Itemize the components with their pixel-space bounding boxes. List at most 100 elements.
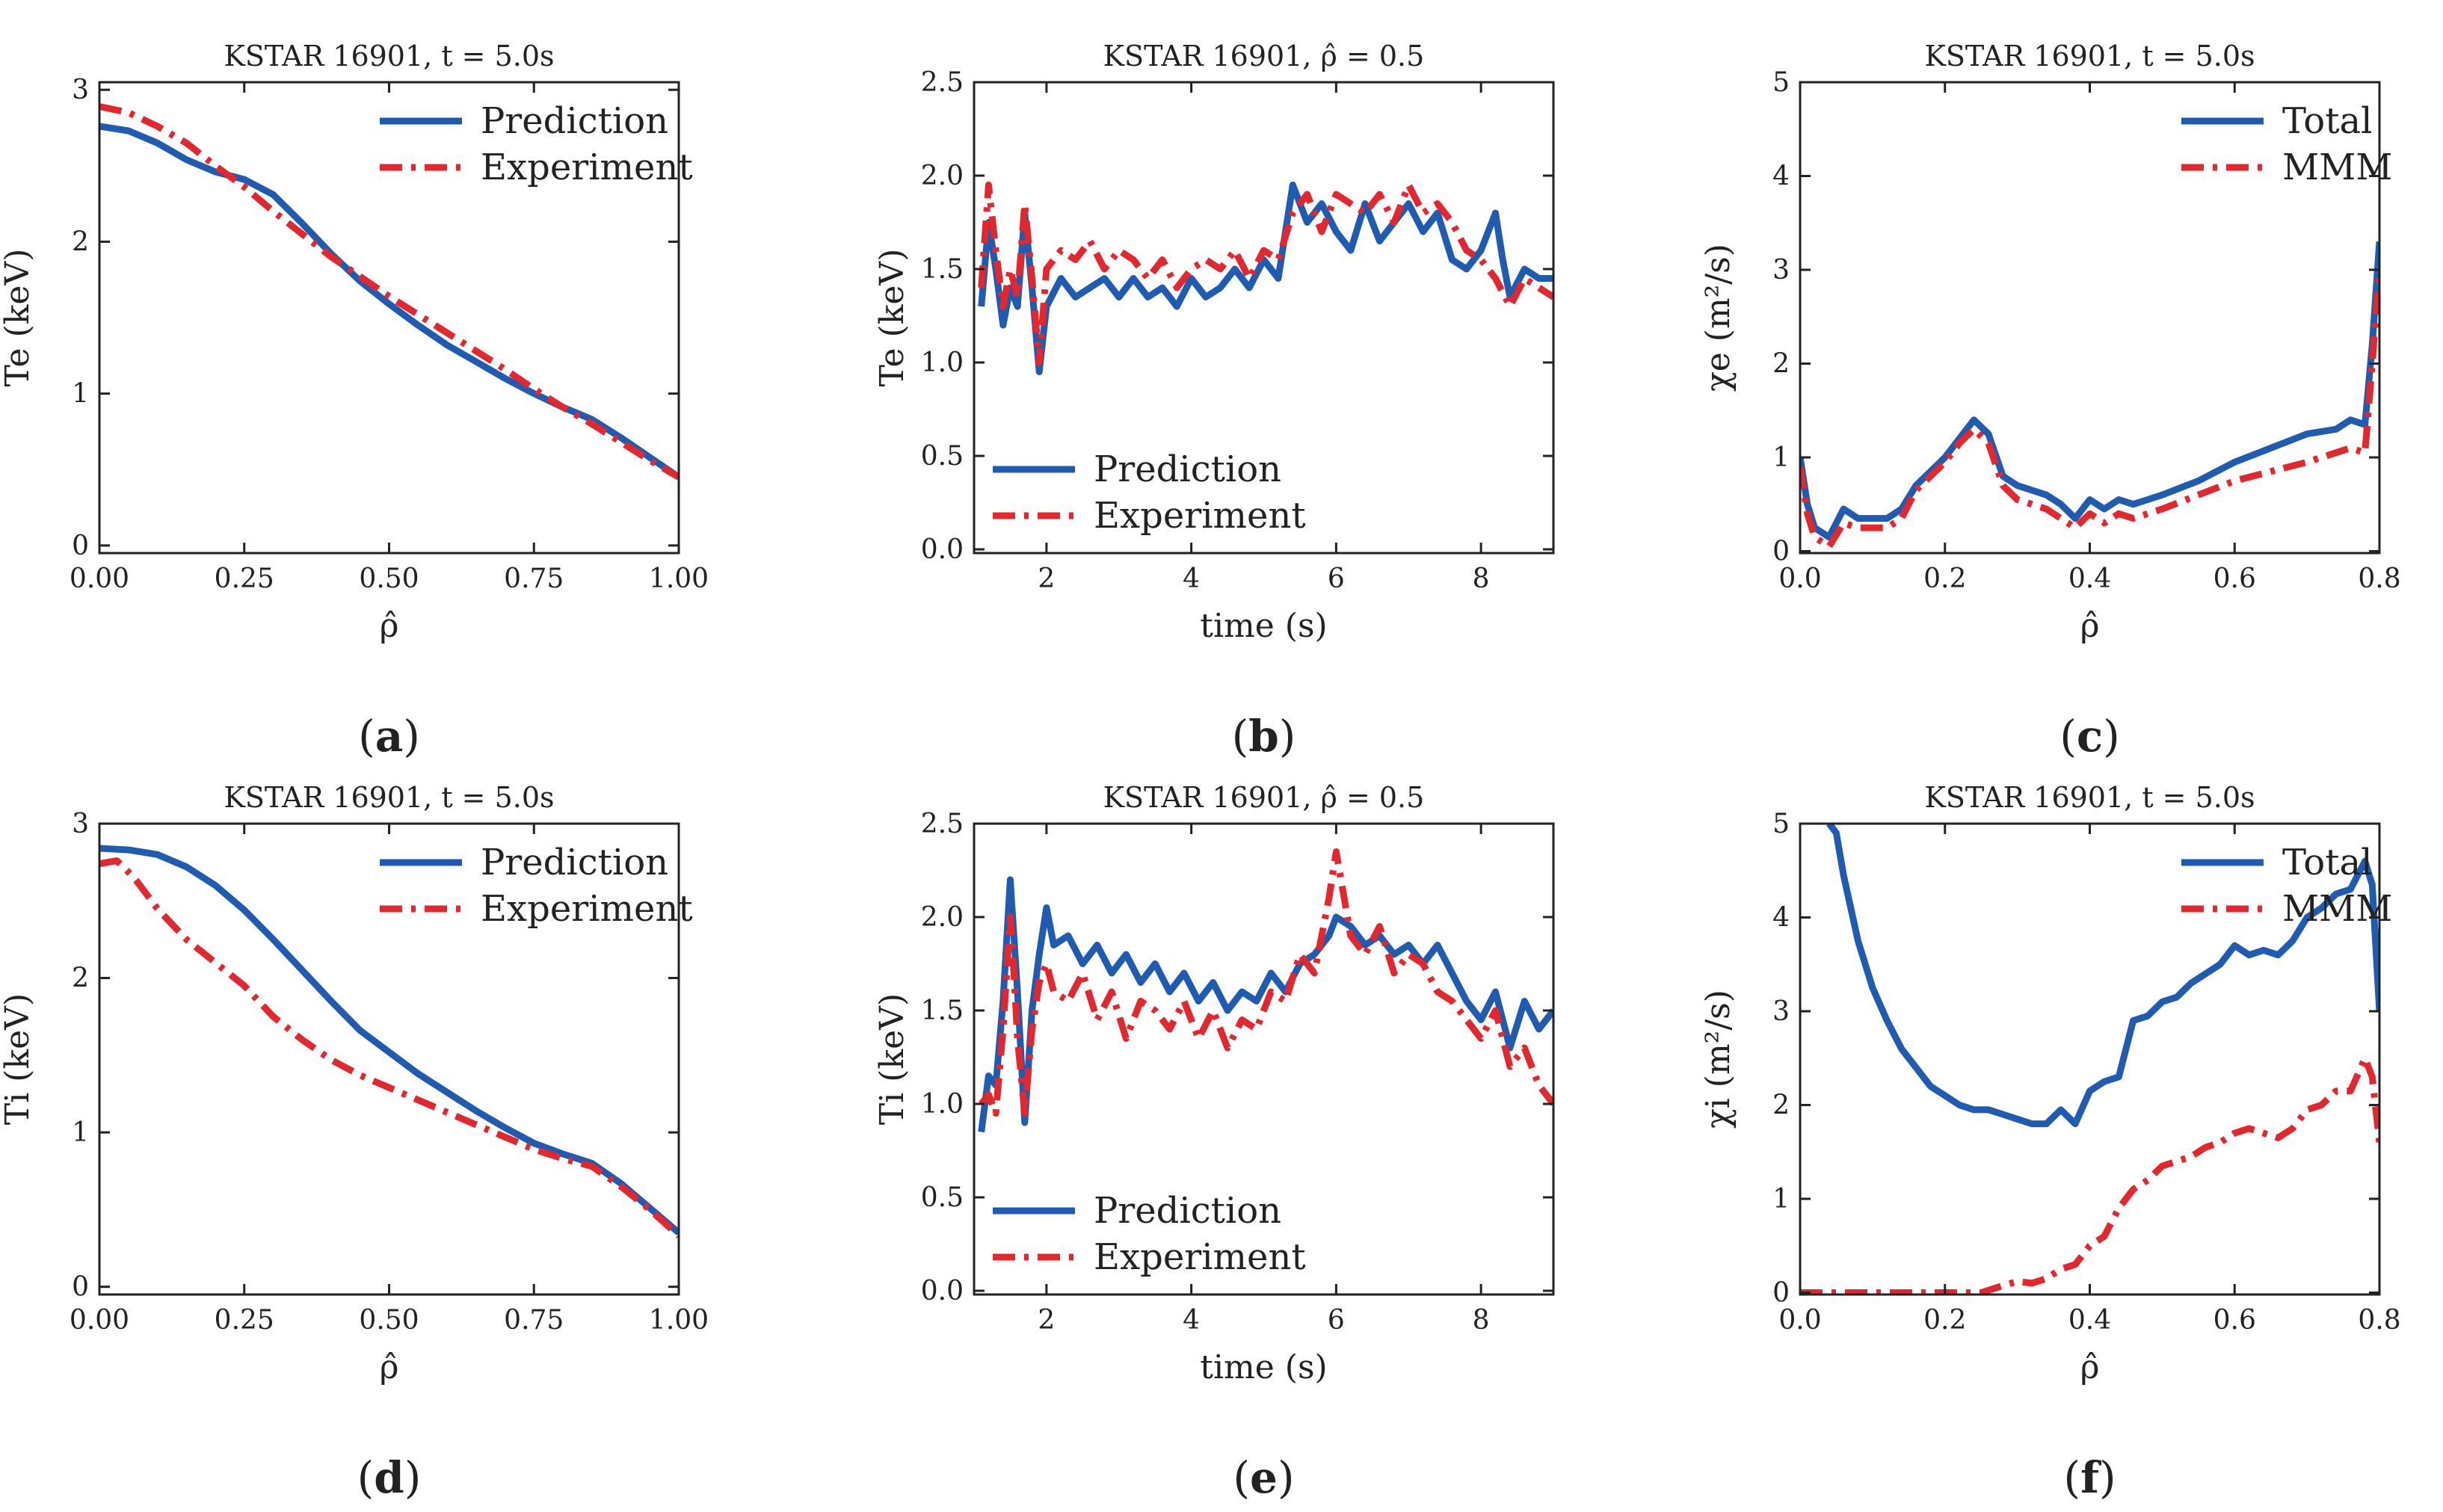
x-tick-label: 0.8: [2358, 1305, 2400, 1336]
y-axis-label: χi (m²/s): [1699, 990, 1737, 1129]
legend-label-experiment: Experiment: [1094, 1236, 1306, 1278]
x-axis-label: ρ̂: [2080, 607, 2100, 645]
legend-label-total: Total: [2282, 842, 2372, 883]
y-tick-label: 0: [72, 531, 89, 561]
y-tick-label: 2: [1772, 348, 1790, 379]
y-tick-label: 1.0: [921, 1089, 964, 1120]
series-line-prediction: [978, 876, 1553, 1133]
x-tick-label: 0.4: [2068, 1305, 2111, 1336]
chart-title: KSTAR 16901, t = 5.0s: [1924, 781, 2255, 814]
x-tick-label: 0.0: [1778, 564, 1821, 594]
y-tick-label: 3: [1772, 255, 1790, 286]
x-tick-label: 2: [1038, 1305, 1055, 1336]
caption-paren-open: (: [1233, 1452, 1250, 1503]
x-tick-label: 0.75: [504, 1305, 564, 1336]
x-tick-label: 0.2: [1923, 1305, 1966, 1336]
y-tick-label: 3: [72, 75, 89, 105]
x-axis-label: ρ̂: [2080, 1348, 2100, 1386]
chart-legend: Total MMM: [2181, 842, 2392, 930]
legend-label-mmm: MMM: [2282, 888, 2392, 930]
panel-caption: (e): [1233, 1452, 1294, 1503]
caption-letter: d: [374, 1452, 404, 1503]
y-tick-label: 0.5: [921, 441, 964, 472]
series-line-experiment: [979, 848, 1553, 1117]
y-tick-label: 1.5: [921, 996, 964, 1026]
caption-paren-close: ): [403, 711, 420, 762]
y-tick-label: 2.5: [921, 809, 964, 839]
y-axis-label: Ti (keV): [873, 993, 911, 1125]
x-axis-label: time (s): [1200, 1348, 1327, 1386]
series-line-experiment: [99, 103, 679, 481]
panel-caption: (b): [1232, 711, 1296, 762]
series-line-experiment: [99, 857, 679, 1238]
caption-letter: f: [2080, 1452, 2102, 1503]
caption-paren-close: ): [404, 1452, 422, 1503]
chart-panel-a: 0.00 0.25 0.50 0.75 1.00 0 1 2 3 KSTAR 16901, t =…: [0, 40, 709, 762]
legend-label-prediction: Prediction: [1094, 448, 1281, 490]
plot-frame: [973, 81, 1555, 555]
y-tick-label: 1.0: [921, 348, 964, 378]
caption-letter: e: [1250, 1452, 1278, 1503]
x-tick-label: 0.00: [70, 1305, 129, 1336]
y-tick-label: 2: [72, 963, 89, 994]
chart-title: KSTAR 16901, ρ̂ = 0.5: [1103, 40, 1425, 72]
caption-paren-close: ): [2103, 711, 2120, 762]
x-tick-label: 2: [1038, 564, 1055, 594]
chart-title: KSTAR 16901, t = 5.0s: [1924, 40, 2255, 72]
x-tick-label: 0.6: [2214, 564, 2256, 594]
x-tick-label: 4: [1183, 1305, 1200, 1336]
series-line-prediction: [978, 182, 1553, 375]
y-tick-label: 2.5: [921, 67, 964, 98]
y-tick-label: 0: [1772, 1277, 1790, 1308]
series-line-total: [1800, 241, 2379, 541]
panel-caption: (c): [2060, 711, 2120, 762]
series-line-mmm: [1800, 1055, 2379, 1295]
chart-panel-b: 2 4 6 8 0.0 0.5 1.0 1.5 2.0 2.5 KSTAR 16901, ρ̂ = …: [873, 40, 1555, 762]
caption-letter: b: [1248, 711, 1279, 762]
caption-paren-close: ): [1279, 711, 1296, 762]
legend-label-experiment: Experiment: [481, 888, 693, 930]
y-tick-label: 2: [72, 226, 89, 257]
x-tick-label: 1.00: [649, 564, 709, 594]
caption-paren-open: (: [358, 711, 375, 762]
chart-panel-c: 0.0 0.2 0.4 0.6 0.8 0 1 2 3 4 5 KSTAR 16901, t = 5.…: [1699, 40, 2401, 762]
x-tick-label: 4: [1183, 564, 1200, 594]
caption-paren-close: ): [1278, 1452, 1295, 1503]
y-tick-label: 2: [1772, 1090, 1790, 1120]
y-tick-label: 3: [72, 809, 89, 839]
caption-paren-close: ): [2099, 1452, 2116, 1503]
chart-title: KSTAR 16901, t = 5.0s: [224, 781, 554, 814]
y-axis-label: Ti (keV): [0, 993, 37, 1125]
chart-panel-e: 2 4 6 8 0.0 0.5 1.0 1.5 2.0 2.5 KSTAR 16901, ρ̂ = …: [873, 781, 1555, 1503]
y-tick-label: 2.0: [921, 902, 964, 933]
chart-title: KSTAR 16901, t = 5.0s: [224, 40, 554, 72]
x-tick-label: 0.00: [70, 564, 129, 594]
y-tick-label: 1: [1772, 1184, 1790, 1215]
caption-letter: a: [375, 711, 404, 762]
series-line-prediction: [99, 123, 679, 481]
y-tick-label: 0.5: [921, 1182, 964, 1213]
chart-panel-d: 0.00 0.25 0.50 0.75 1.00 0 1 2 3 KSTAR 16901, t =…: [0, 781, 709, 1503]
series-line-mmm: [1800, 269, 2379, 550]
y-tick-label: 2.0: [921, 161, 964, 191]
y-tick-label: 4: [1772, 902, 1790, 933]
x-tick-label: 0.8: [2358, 564, 2400, 594]
panel-caption: (d): [357, 1452, 422, 1503]
y-tick-label: 5: [1772, 809, 1790, 839]
panel-caption: (f): [2063, 1452, 2116, 1503]
caption-paren-open: (: [357, 1452, 375, 1503]
y-tick-label: 0.0: [921, 534, 964, 565]
x-tick-label: 0.6: [2214, 1305, 2256, 1336]
legend-label-mmm: MMM: [2282, 146, 2392, 188]
legend-label-total: Total: [2282, 100, 2372, 142]
series-line-experiment: [978, 182, 1553, 366]
x-tick-label: 8: [1473, 1305, 1490, 1336]
x-axis-label: time (s): [1200, 607, 1327, 645]
caption-paren-open: (: [1232, 711, 1249, 762]
chart-title: KSTAR 16901, ρ̂ = 0.5: [1103, 781, 1425, 814]
y-tick-label: 1.5: [921, 254, 964, 285]
